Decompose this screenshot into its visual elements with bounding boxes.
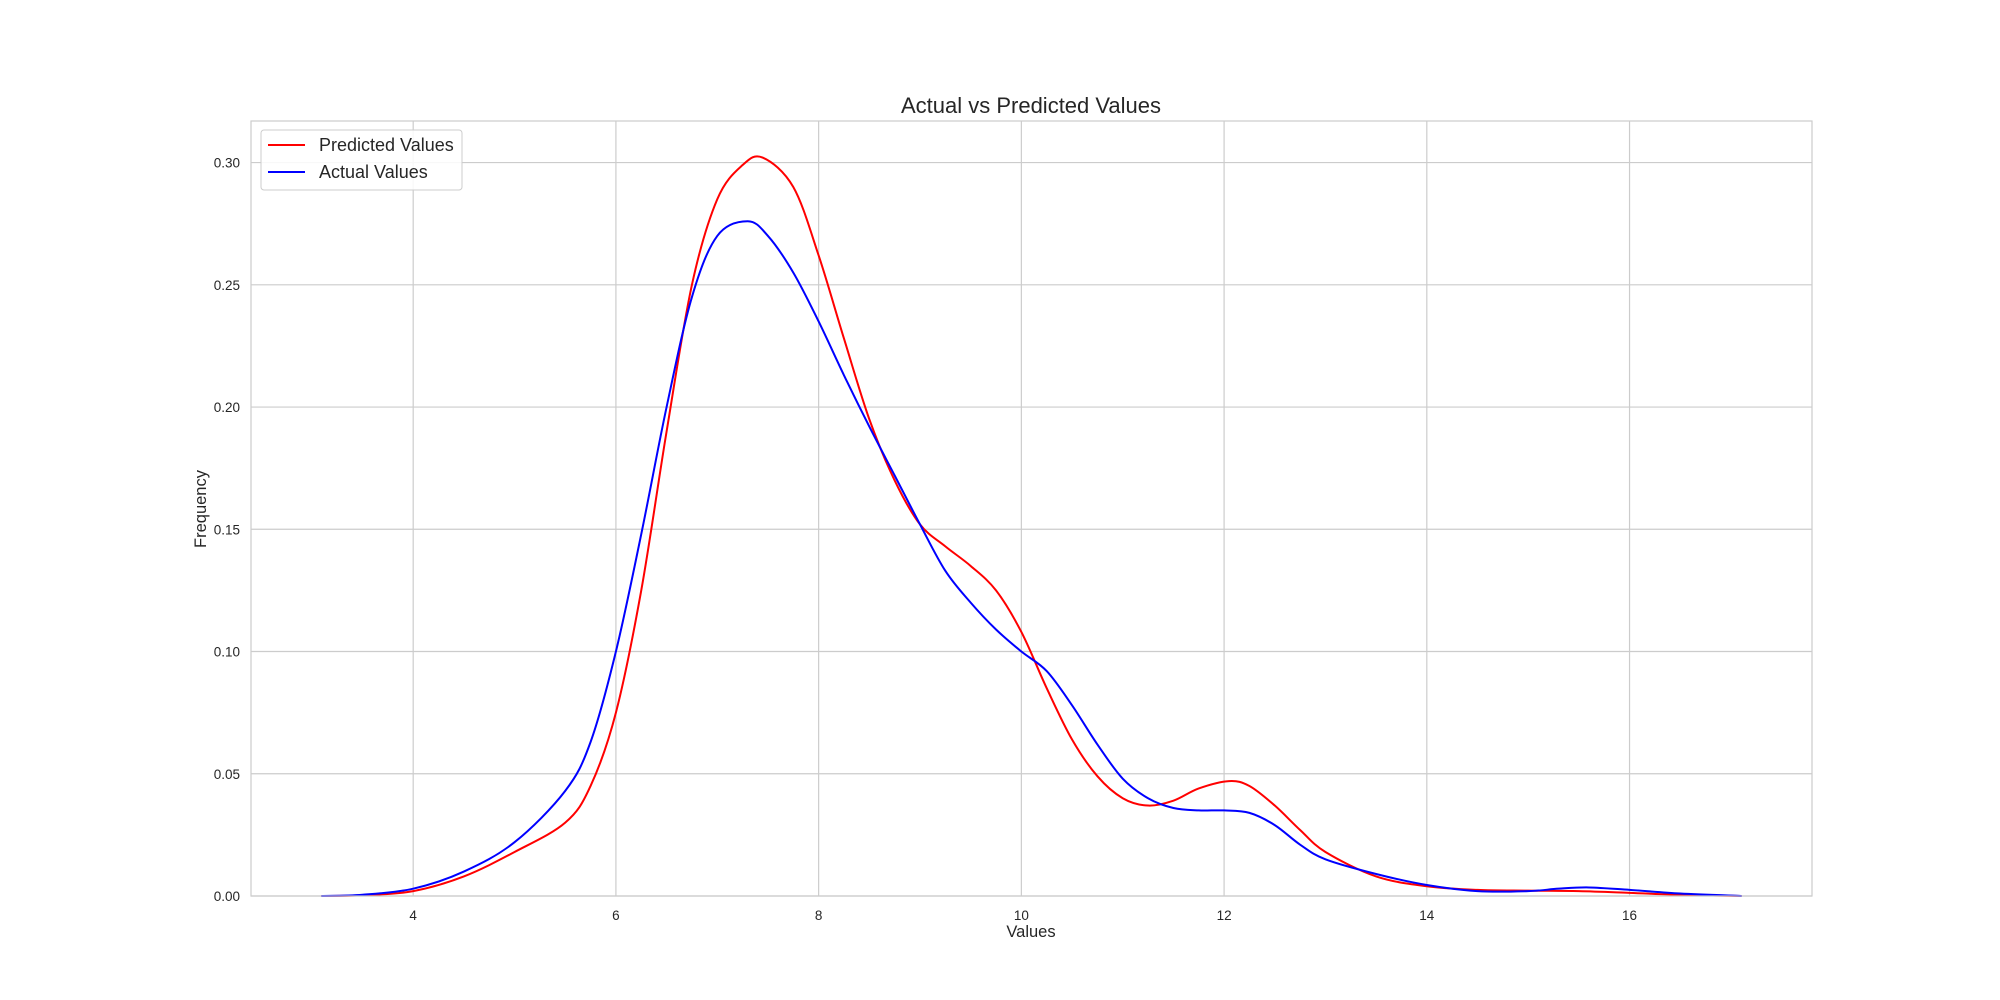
x-tick-label: 14 [1419, 908, 1435, 923]
chart-title: Actual vs Predicted Values [901, 93, 1161, 118]
y-tick-label: 0.20 [214, 400, 240, 415]
x-tick-label: 16 [1622, 908, 1637, 923]
plot-area [250, 120, 1813, 897]
x-tick-label: 6 [612, 908, 620, 923]
plot-frame [250, 120, 1813, 897]
x-tick-label: 4 [409, 908, 417, 923]
legend-box [260, 129, 463, 191]
y-axis-label: Frequency [192, 469, 210, 548]
x-axis-label: Values [1006, 923, 1055, 941]
series-line-predicted [320, 155, 1743, 897]
x-tick-label: 12 [1217, 908, 1232, 923]
legend-label-actual: Actual Values [319, 162, 428, 182]
legend-label-predicted: Predicted Values [319, 135, 454, 155]
y-tick-label: 0.00 [214, 889, 240, 904]
y-tick-label: 0.15 [214, 522, 240, 537]
x-tick-label: 8 [815, 908, 823, 923]
x-tick-label: 10 [1014, 908, 1029, 923]
y-tick-label: 0.10 [214, 645, 240, 660]
y-tick-label: 0.30 [214, 156, 240, 171]
legend: Predicted Values Actual Values [260, 129, 463, 191]
series-layer [320, 155, 1743, 897]
y-tick-label: 0.05 [214, 767, 240, 782]
x-tick-labels: 4 6 8 10 12 14 16 [409, 908, 1637, 923]
y-tick-label: 0.25 [214, 278, 240, 293]
y-tick-labels: 0.00 0.05 0.10 0.15 0.20 0.25 0.30 [214, 156, 240, 904]
vertical-gridlines [412, 121, 1631, 896]
plot-background [251, 121, 1812, 896]
series-line-actual [320, 220, 1743, 897]
